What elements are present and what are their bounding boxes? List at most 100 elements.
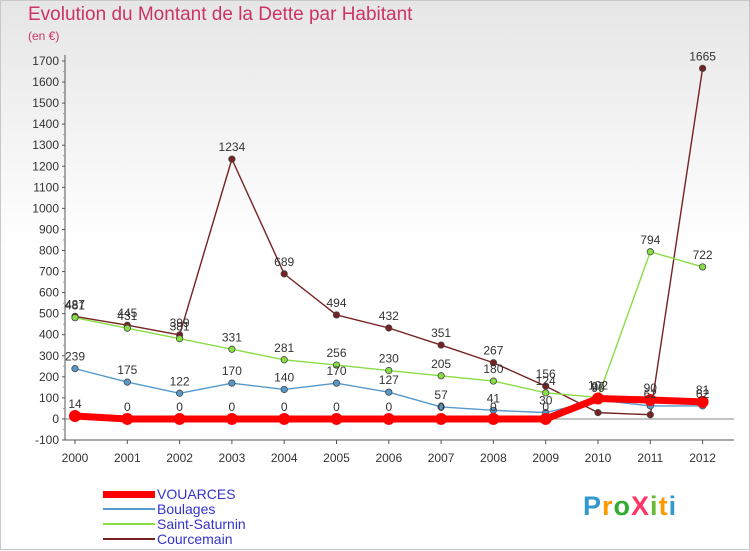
data-label: 1234 <box>219 140 246 154</box>
data-point <box>176 389 184 397</box>
data-label: 0 <box>385 400 392 414</box>
data-point <box>228 345 236 353</box>
legend-swatch <box>103 523 155 525</box>
data-label: 689 <box>274 255 294 269</box>
data-label: 62 <box>644 387 658 401</box>
logo-letter: r <box>602 491 614 521</box>
data-point <box>489 359 497 367</box>
data-point <box>123 324 131 332</box>
y-tick-label: 0 <box>52 412 59 426</box>
chart-subtitle: (en €) <box>28 29 60 43</box>
data-point <box>542 389 550 397</box>
data-point <box>594 409 602 417</box>
data-label: 62 <box>696 387 710 401</box>
y-tick-label: 400 <box>39 328 59 342</box>
data-point <box>437 403 445 411</box>
data-point <box>225 412 238 425</box>
logo-letter: o <box>613 491 632 521</box>
data-point <box>646 411 654 419</box>
data-point <box>121 412 134 425</box>
data-point <box>228 379 236 387</box>
data-point <box>228 155 236 163</box>
y-tick-label: 1300 <box>32 138 59 152</box>
data-label: 331 <box>222 330 242 344</box>
legend-label: Saint-Saturnin <box>157 516 246 532</box>
data-label: 102 <box>588 378 608 392</box>
legend-item: Courcemain <box>103 531 232 547</box>
y-tick-label: 1600 <box>32 75 59 89</box>
y-tick-label: 1200 <box>32 159 59 173</box>
logo-letter: X <box>631 491 651 521</box>
data-label: 90 <box>591 381 605 395</box>
data-label: 127 <box>379 373 399 387</box>
y-tick-label: 600 <box>39 286 59 300</box>
x-tick-label: 2007 <box>428 451 455 465</box>
data-point <box>437 341 445 349</box>
data-label: 351 <box>431 326 451 340</box>
data-label: 0 <box>490 400 497 414</box>
y-tick-label: 700 <box>39 265 59 279</box>
data-label: 487 <box>65 297 85 311</box>
x-tick-label: 2010 <box>585 451 612 465</box>
data-label: 205 <box>431 357 451 371</box>
data-point <box>489 377 497 385</box>
x-tick-label: 2012 <box>689 451 716 465</box>
legend-label: Boulages <box>157 501 216 517</box>
data-label: 57 <box>434 388 448 402</box>
data-label: 170 <box>222 364 242 378</box>
y-tick-label: 1700 <box>32 54 59 68</box>
data-label: 0 <box>333 400 340 414</box>
data-point <box>280 356 288 364</box>
data-label: 122 <box>170 374 190 388</box>
y-tick-label: 1000 <box>32 201 59 215</box>
logo-letter: i <box>650 491 659 521</box>
y-tick-label: 1500 <box>32 96 59 110</box>
legend-label: VOUARCES <box>157 486 236 502</box>
data-point <box>435 412 448 425</box>
data-label: 239 <box>65 350 85 364</box>
legend-swatch <box>103 490 155 498</box>
data-label: 0 <box>176 400 183 414</box>
x-tick-label: 2006 <box>375 451 402 465</box>
legend-item: Saint-Saturnin <box>103 516 246 532</box>
x-tick-label: 2005 <box>323 451 350 465</box>
data-label: 794 <box>640 233 660 247</box>
data-label: 180 <box>483 362 503 376</box>
data-label: 281 <box>274 341 294 355</box>
data-label: 140 <box>274 370 294 384</box>
logo-letter: P <box>583 491 603 521</box>
data-point <box>385 366 393 375</box>
y-tick-label: 100 <box>39 391 59 405</box>
x-tick-label: 2000 <box>62 451 89 465</box>
data-label: 81 <box>696 383 710 397</box>
data-point <box>332 361 341 369</box>
data-label: 494 <box>326 296 346 310</box>
data-label: 90 <box>644 381 658 395</box>
data-label: 267 <box>483 344 503 358</box>
y-tick-label: 300 <box>39 349 59 363</box>
data-point <box>173 412 186 425</box>
data-label: 14 <box>68 397 82 411</box>
logo-letter: i <box>668 491 678 521</box>
logo-letter: t <box>658 491 669 521</box>
y-tick-label: 900 <box>39 222 59 236</box>
legend-swatch <box>103 538 155 540</box>
data-point <box>280 385 288 394</box>
y-tick-label: 800 <box>39 244 59 258</box>
chart-title: Evolution du Montant de la Dette par Hab… <box>28 4 413 25</box>
data-label: 432 <box>379 309 399 323</box>
data-label: 230 <box>379 352 399 366</box>
y-tick-label: 1100 <box>33 180 59 194</box>
data-label: 381 <box>170 320 190 334</box>
y-tick-label: 1400 <box>32 117 59 131</box>
data-label: 124 <box>536 374 556 388</box>
legend-swatch <box>103 508 155 510</box>
data-point <box>539 412 552 425</box>
data-point <box>280 270 288 278</box>
data-point <box>385 324 393 332</box>
data-point <box>696 395 709 408</box>
y-tick-label: 200 <box>39 370 59 384</box>
data-point <box>698 263 707 271</box>
x-tick-label: 2003 <box>219 451 246 465</box>
